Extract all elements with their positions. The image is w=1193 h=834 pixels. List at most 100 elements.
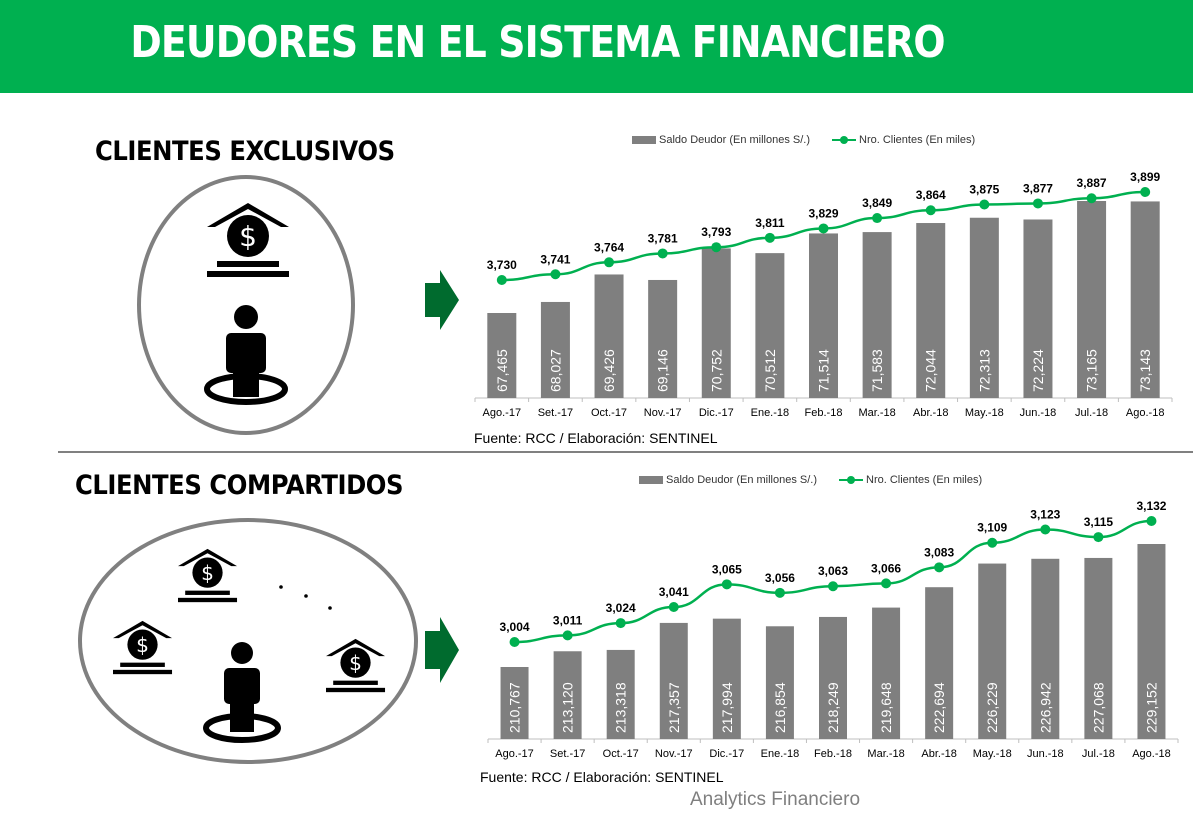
- legend-line-label: Nro. Clientes (En miles): [866, 474, 983, 486]
- bar: [1023, 219, 1053, 398]
- category-label: Mar.-18: [867, 748, 904, 760]
- section-divider: [58, 451, 1193, 453]
- line-marker: [979, 199, 990, 210]
- category-label: Set.-17: [550, 748, 585, 760]
- bar: [819, 616, 847, 739]
- bar-value-label: 71,514: [816, 349, 832, 392]
- bar: [712, 618, 741, 739]
- line-value-label: 3,066: [871, 561, 901, 575]
- bar-value-label: 72,313: [976, 349, 992, 392]
- category-label: Ene.-18: [761, 748, 800, 760]
- category-label: Jun.-18: [1020, 407, 1057, 419]
- line-value-label: 3,781: [648, 231, 678, 245]
- bar-value-label: 67,465: [494, 349, 510, 392]
- bar: [606, 649, 635, 739]
- line-value-label: 3,811: [755, 216, 785, 230]
- line-value-label: 3,132: [1136, 499, 1166, 513]
- category-label: Nov.-17: [644, 407, 682, 419]
- category-label: May.-18: [973, 748, 1012, 760]
- bank-icon: $: [207, 203, 289, 277]
- line-marker: [657, 248, 668, 259]
- bar: [1137, 544, 1166, 739]
- combo-chart-1: 210,767 Ago.-17 213,120 Set.-17 213,318 Oct.-…: [487, 499, 1179, 760]
- bar-value-label: 227,068: [1090, 682, 1106, 733]
- bank-icon: $: [326, 638, 386, 693]
- exclusive-clients-ellipse: $: [137, 175, 355, 435]
- bar-value-label: 226,942: [1037, 682, 1053, 733]
- bar-value-label: 216,854: [772, 682, 788, 733]
- line-value-label: 3,004: [500, 620, 530, 634]
- line-marker: [1146, 516, 1157, 526]
- line-value-label: 3,887: [1077, 176, 1107, 190]
- line-value-label: 3,875: [969, 182, 999, 196]
- bar-value-label: 73,165: [1084, 349, 1100, 392]
- category-label: Ene.-18: [751, 407, 790, 419]
- legend-bar-swatch: [632, 136, 656, 144]
- bar-value-label: 68,027: [547, 349, 563, 392]
- line-marker: [562, 630, 573, 641]
- line-marker: [1140, 187, 1151, 197]
- line-value-label: 3,115: [1084, 515, 1114, 529]
- chart-legend-compartidos: Saldo Deudor (En millones S/.) Nro. Clie…: [639, 474, 982, 486]
- bar-value-label: 229,152: [1143, 682, 1159, 733]
- line-value-label: 3,899: [1130, 170, 1160, 184]
- category-label: Set.-17: [538, 407, 573, 419]
- arrow-right-icon: [425, 617, 459, 683]
- shared-clients-ellipse: $ $ $: [78, 518, 418, 764]
- line-value-label: 3,741: [540, 252, 570, 266]
- line-marker: [496, 275, 507, 285]
- bar-value-label: 70,512: [762, 349, 778, 392]
- line-value-label: 3,041: [659, 585, 689, 599]
- line-marker: [550, 269, 561, 280]
- bar-value-label: 219,648: [878, 682, 894, 733]
- bar: [553, 651, 582, 739]
- line-value-label: 3,730: [487, 258, 517, 272]
- legend-bar-label: Saldo Deudor (En millones S/.): [659, 134, 811, 146]
- svg-text:$: $: [349, 651, 362, 675]
- bar-value-label: 213,318: [613, 682, 629, 733]
- line-marker: [604, 257, 615, 268]
- bar-value-label: 226,229: [984, 682, 1000, 733]
- line-value-label: 3,864: [916, 188, 946, 202]
- line-marker: [711, 242, 722, 253]
- bar: [872, 607, 901, 739]
- chart-source-exclusivos: Fuente: RCC / Elaboración: SENTINEL: [474, 430, 718, 446]
- line-marker: [925, 205, 936, 216]
- category-label: Abr.-18: [921, 748, 956, 760]
- category-label: Oct.-17: [591, 407, 627, 419]
- line-marker: [764, 232, 775, 243]
- bar-value-label: 69,146: [655, 349, 671, 392]
- bar: [862, 232, 892, 398]
- line-marker: [818, 223, 829, 234]
- person-icon: [204, 305, 288, 405]
- line-value-label: 3,877: [1023, 181, 1053, 195]
- bar: [1077, 201, 1107, 398]
- legend-line-swatch: [832, 135, 857, 145]
- category-label: Ago.-18: [1126, 407, 1165, 419]
- section-title-compartidos: CLIENTES COMPARTIDOS: [75, 470, 404, 501]
- category-label: Ago.-17: [483, 407, 522, 419]
- bar-value-label: 72,044: [923, 349, 939, 392]
- category-label: Abr.-18: [913, 407, 948, 419]
- bar: [1084, 557, 1113, 739]
- line-marker: [1093, 532, 1104, 543]
- line-value-label: 3,065: [712, 562, 742, 576]
- watermark: Analytics Financiero: [690, 789, 861, 810]
- category-label: Dic.-17: [699, 407, 734, 419]
- bar-value-label: 70,752: [708, 349, 724, 392]
- bar: [1130, 201, 1160, 398]
- bar-value-label: 213,120: [560, 682, 576, 733]
- bar-value-label: 210,767: [507, 682, 523, 733]
- section-title-exclusivos: CLIENTES EXCLUSIVOS: [95, 136, 395, 167]
- bar: [809, 233, 838, 398]
- category-label: May.-18: [965, 407, 1004, 419]
- chart-legend-exclusivos: Saldo Deudor (En millones S/.) Nro. Clie…: [632, 134, 975, 146]
- bar: [765, 626, 794, 739]
- bar: [916, 223, 946, 398]
- line-value-label: 3,024: [606, 601, 636, 615]
- category-label: Nov.-17: [655, 748, 693, 760]
- line-marker: [1040, 524, 1051, 535]
- bar-value-label: 71,583: [869, 349, 885, 392]
- bar: [648, 279, 678, 398]
- bank-icon: $: [178, 548, 238, 603]
